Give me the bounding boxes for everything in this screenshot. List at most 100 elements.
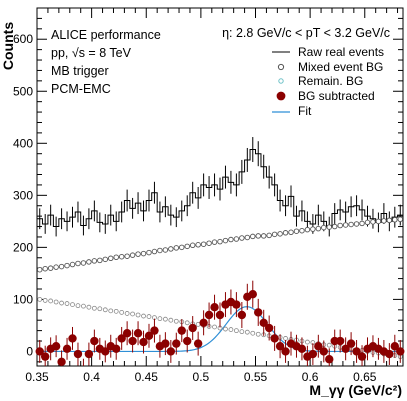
- mixed-bg-point: [392, 217, 398, 223]
- remain-bg-point: [212, 324, 217, 330]
- remain-bg-point: [81, 303, 86, 309]
- mixed-bg-point: [184, 243, 190, 250]
- subtracted-point: [275, 342, 285, 351]
- mixed-bg-point: [97, 257, 103, 264]
- remain-bg-point: [223, 326, 228, 332]
- mixed-bg-point: [102, 256, 109, 263]
- remain-bg-point: [184, 320, 190, 326]
- remain-bg-point: [48, 298, 54, 304]
- subtracted-point: [112, 344, 121, 354]
- mixed-bg-point: [326, 224, 333, 230]
- remain-bg-point: [255, 331, 261, 337]
- remain-bg-point: [97, 306, 103, 312]
- remain-bg-point: [157, 316, 163, 322]
- y-tick-label-5: 500: [13, 84, 33, 98]
- mixed-bg-point: [64, 262, 70, 269]
- y-tick-label-3: 300: [13, 188, 33, 202]
- y-axis-label: Counts: [0, 22, 16, 70]
- subtracted-point: [90, 336, 99, 346]
- mixed-bg-point: [282, 230, 289, 236]
- mixed-bg-point: [157, 247, 163, 254]
- mixed-bg-point: [271, 231, 278, 238]
- subtracted-point: [51, 342, 61, 351]
- remain-bg-point: [146, 314, 152, 319]
- mixed-bg-point: [348, 221, 354, 228]
- remain-bg-point: [59, 300, 64, 306]
- subtracted-point: [215, 310, 225, 320]
- subtracted-point: [193, 339, 203, 348]
- annotation-trigger: MB trigger: [51, 64, 109, 78]
- remain-bg-point: [124, 311, 130, 316]
- subtracted-point: [259, 318, 268, 328]
- x-tick-label-1: 0.4: [83, 370, 100, 384]
- legend: Raw real events Mixed event BG Remain. B…: [272, 45, 384, 118]
- subtracted-point: [352, 347, 361, 356]
- subtracted-point: [390, 342, 400, 351]
- subtracted-point: [254, 308, 263, 317]
- remain-bg-point: [42, 298, 48, 303]
- mixed-bg-point: [370, 219, 376, 225]
- mixed-bg-point: [375, 218, 382, 225]
- mixed-bg-point: [42, 265, 48, 272]
- subtracted-point: [117, 334, 126, 343]
- remain-bg-point: [70, 302, 75, 307]
- subtracted-point: [396, 347, 405, 356]
- remain-bg-point: [113, 308, 119, 314]
- subtracted-point: [270, 334, 279, 343]
- bg-subtracted-series: [35, 280, 405, 367]
- mixed-bg-point: [397, 216, 404, 223]
- subtracted-point: [133, 329, 143, 338]
- annotation-block: ALICE performance pp, √s = 8 TeV MB trig…: [51, 26, 390, 96]
- subtracted-point: [128, 336, 137, 346]
- mixed-bg-point: [293, 228, 300, 234]
- remain-bg-point: [135, 312, 141, 318]
- mixed-bg-point: [140, 250, 147, 257]
- subtracted-point: [325, 355, 334, 364]
- mixed-bg-point: [179, 244, 185, 251]
- subtracted-point: [308, 349, 318, 359]
- subtracted-point: [341, 344, 350, 354]
- remain-bg-point: [86, 304, 92, 310]
- mixed-bg-point: [189, 242, 196, 249]
- subtracted-point: [188, 323, 197, 333]
- x-tick-label-4: 0.55: [244, 370, 268, 384]
- y-tick-label-6: 600: [13, 32, 33, 46]
- mixed-bg-point: [255, 233, 261, 239]
- mixed-bg-point: [47, 265, 54, 271]
- x-tick-label-2: 0.45: [135, 370, 159, 384]
- subtracted-point: [166, 347, 176, 356]
- mixed-bg-point: [331, 223, 338, 230]
- legend-label-remain: Remain. BG: [298, 74, 363, 88]
- subtracted-point: [172, 339, 181, 348]
- y-tick-label-0: 0: [26, 344, 33, 358]
- subtracted-point: [40, 352, 50, 361]
- subtracted-point: [199, 318, 208, 328]
- legend-marker-remain: [278, 78, 284, 84]
- mixed-bg-point: [53, 264, 59, 270]
- remain-bg-point: [283, 336, 288, 341]
- mixed-bg-point: [266, 232, 272, 239]
- remain-bg-point: [64, 301, 70, 306]
- x-axis-label: M_γγ (GeV/c²): [309, 382, 402, 398]
- remain-bg-point: [250, 330, 256, 336]
- mixed-bg-point: [288, 229, 294, 236]
- mixed-bg-point: [211, 239, 218, 245]
- mixed-bg-point: [228, 236, 234, 243]
- mixed-bg-point: [260, 233, 267, 239]
- legend-marker-subtracted: [276, 91, 286, 101]
- mixed-bg-point: [58, 263, 65, 270]
- subtracted-point: [335, 336, 345, 346]
- subtracted-point: [319, 347, 328, 356]
- remain-bg-point: [162, 316, 168, 322]
- legend-label-fit: Fit: [298, 104, 312, 118]
- mixed-bg-point: [36, 266, 43, 273]
- remain-bg-point: [53, 299, 59, 305]
- subtracted-point: [183, 336, 192, 346]
- subtracted-point: [84, 349, 94, 359]
- mixed-bg-point: [353, 221, 360, 227]
- subtracted-point: [62, 344, 72, 354]
- subtracted-point: [57, 357, 66, 367]
- remain-bg-point: [91, 305, 97, 311]
- mixed-bg-point: [277, 231, 283, 237]
